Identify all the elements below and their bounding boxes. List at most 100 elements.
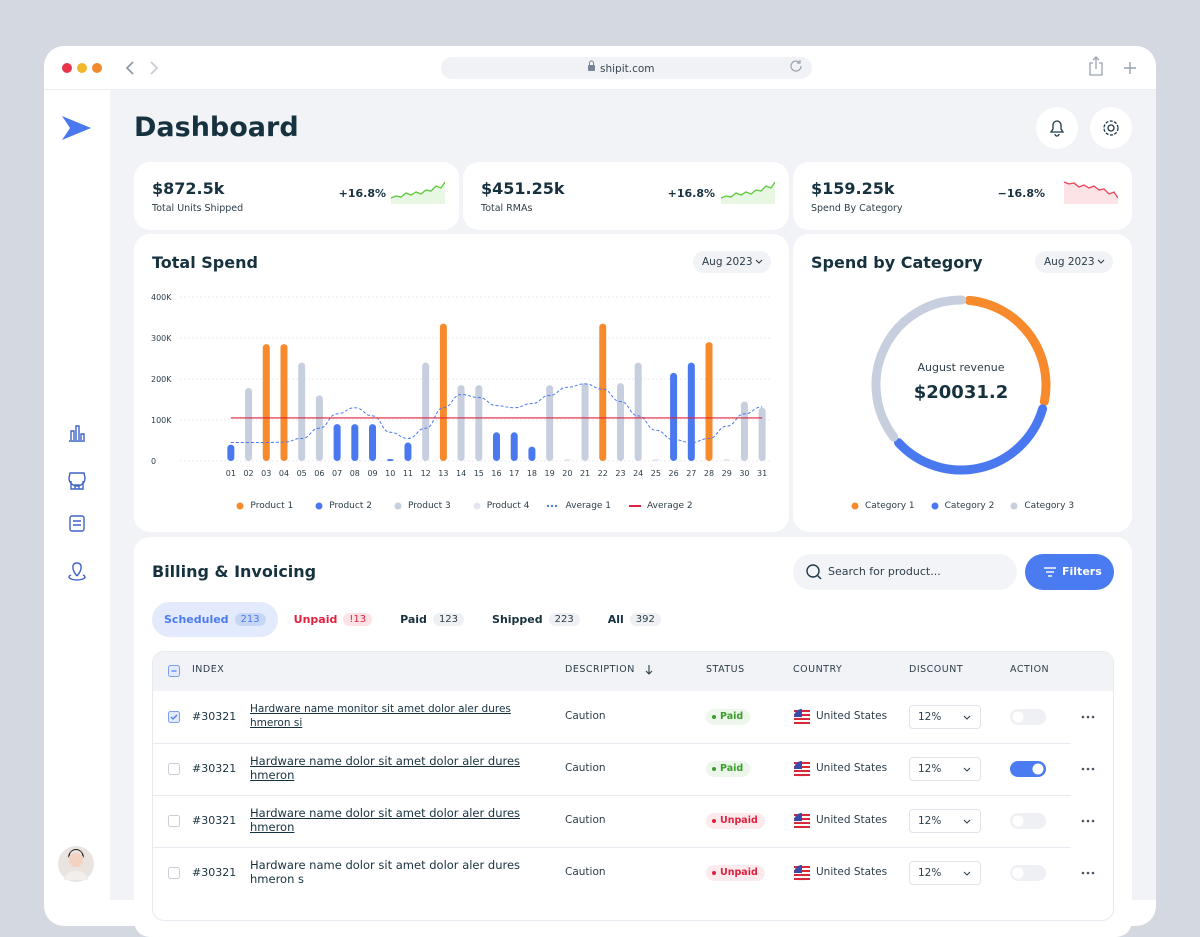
reload-icon[interactable] — [790, 60, 802, 72]
toggle[interactable] — [1010, 709, 1046, 725]
url-bar[interactable] — [441, 57, 812, 79]
checkbox-box — [168, 711, 180, 723]
period-select[interactable]: Aug 2023 — [1035, 251, 1113, 273]
minimize-dot[interactable] — [77, 63, 87, 73]
x-tick-label: 06 — [314, 469, 324, 478]
toggle[interactable] — [1010, 761, 1046, 777]
more-menu[interactable] — [1081, 715, 1095, 719]
status-badge: Paid — [706, 761, 751, 777]
tab-label: Shipped — [492, 613, 543, 626]
x-tick-label: 01 — [226, 469, 236, 478]
toggle[interactable] — [1010, 813, 1046, 829]
bar — [758, 407, 766, 461]
discount-select[interactable]: 12% — [909, 861, 981, 885]
legend-marker — [931, 502, 939, 510]
status-text: Unpaid — [720, 815, 758, 826]
chart-title: Spend by Category — [811, 253, 983, 272]
row-description: Hardware name dolor sit amet dolor aler … — [250, 858, 521, 886]
sort-icon[interactable] — [645, 665, 653, 675]
discount-select[interactable]: 12% — [909, 705, 981, 729]
checkbox[interactable] — [168, 665, 180, 677]
bar — [351, 424, 359, 461]
settings-button[interactable] — [1090, 107, 1132, 149]
more-menu[interactable] — [1081, 819, 1095, 823]
sidebar — [58, 116, 94, 882]
legend-label: Average 2 — [647, 501, 693, 511]
toggle[interactable] — [1010, 865, 1046, 881]
x-tick-label: 10 — [385, 469, 395, 478]
bar — [510, 432, 518, 461]
discount-value: 12% — [918, 763, 942, 775]
legend-marker — [851, 502, 859, 510]
row-divider — [153, 743, 1071, 744]
sparkline-area — [1064, 182, 1118, 204]
row-index: #30321 — [192, 866, 237, 879]
legend-item: Product 2 — [309, 501, 372, 511]
chart-title: Total Spend — [152, 253, 258, 272]
filter-button[interactable]: Filters — [1025, 554, 1114, 590]
nav-store[interactable] — [68, 472, 86, 490]
share-icon[interactable] — [1089, 56, 1103, 76]
new-tab-icon[interactable] — [1124, 62, 1136, 74]
flag-canton — [794, 813, 802, 821]
search-box[interactable]: Search for product... — [793, 554, 1017, 590]
tab[interactable]: Shipped 223 — [480, 602, 592, 637]
row-index: #30321 — [192, 814, 237, 827]
chevron-icon — [1097, 259, 1105, 264]
checkbox[interactable] — [168, 711, 180, 723]
notification-button[interactable] — [1036, 107, 1078, 149]
gear-teeth — [1103, 120, 1119, 136]
more-menu[interactable] — [1081, 767, 1095, 771]
column-header: STATUS — [706, 664, 745, 675]
checkbox[interactable] — [168, 815, 180, 827]
checkbox[interactable] — [168, 763, 180, 775]
bar — [386, 459, 394, 461]
bar — [599, 323, 607, 461]
checkbox[interactable] — [168, 867, 180, 879]
table-header — [153, 652, 1113, 691]
discount-select[interactable]: 12% — [909, 757, 981, 781]
checkbox-check — [170, 714, 178, 720]
more-menu[interactable] — [1081, 871, 1095, 875]
row-category: Caution — [565, 814, 606, 826]
legend-marker — [394, 502, 402, 510]
row-description[interactable]: Hardware name monitor sit amet dolor ale… — [250, 703, 511, 729]
x-tick-label: 11 — [403, 469, 413, 478]
checkbox-box — [168, 815, 180, 827]
search-lens — [806, 564, 820, 578]
tab-bar: Scheduled 213 Unpaid !13 Paid 123 Shipped 223 Al… — [152, 602, 673, 637]
tab[interactable]: All 392 — [596, 602, 673, 637]
tab-count: 223 — [548, 613, 580, 626]
forward-icon[interactable] — [150, 61, 159, 75]
lock-shackle — [589, 60, 594, 65]
stat-value: $451.25k — [481, 179, 565, 198]
legend-label: Category 2 — [944, 501, 995, 511]
stat-change: −16.8% — [997, 187, 1045, 200]
menu-dot — [1086, 715, 1090, 719]
sparkline-line — [721, 181, 775, 199]
x-tick-label: 27 — [686, 469, 696, 478]
row-description[interactable]: Hardware name dolor sit amet dolor aler … — [250, 754, 521, 782]
legend-item: Product 1 — [230, 501, 293, 511]
logo[interactable] — [62, 116, 91, 140]
y-tick-label: 0 — [151, 457, 156, 466]
nav-analytics[interactable] — [69, 425, 85, 442]
discount-select[interactable]: 12% — [909, 809, 981, 833]
maximize-dot[interactable] — [92, 63, 102, 73]
tab[interactable]: Unpaid !13 — [282, 602, 384, 637]
browser-toolbar: shipit.com — [62, 56, 1136, 79]
row-description[interactable]: Hardware name dolor sit amet dolor aler … — [250, 806, 521, 834]
nav-location[interactable] — [68, 562, 86, 581]
back-icon[interactable] — [125, 61, 134, 75]
tab[interactable]: Scheduled 213 — [152, 602, 278, 637]
close-dot[interactable] — [62, 63, 72, 73]
tab[interactable]: Paid 123 — [388, 602, 476, 637]
stat-label: Spend By Category — [811, 203, 903, 214]
flag-stripe — [794, 878, 810, 880]
center-label: August revenue — [917, 361, 1004, 374]
chevron-icon — [755, 259, 763, 264]
period-select[interactable]: Aug 2023 — [693, 251, 771, 273]
nav-documents[interactable] — [69, 515, 85, 532]
column-header: DESCRIPTION — [565, 664, 635, 675]
legend-dot — [315, 502, 323, 510]
